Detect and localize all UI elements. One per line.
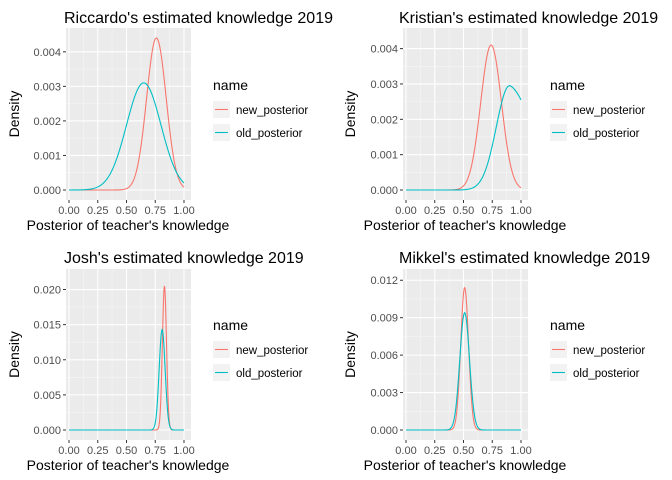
y-tick-label: 0.015 <box>33 320 61 332</box>
x-tick-label: 0.00 <box>58 205 79 217</box>
x-tick-label: 1.00 <box>510 205 531 217</box>
x-tick-label: 1.00 <box>510 445 531 457</box>
y-tick-label: 0.020 <box>33 285 61 297</box>
y-tick-label: 0.004 <box>33 47 61 59</box>
x-tick-label: 0.25 <box>424 445 445 457</box>
x-tick-label: 0.25 <box>87 205 108 217</box>
y-axis-title: Density <box>342 91 358 138</box>
legend-title: name <box>550 317 585 333</box>
y-axis-title: Density <box>6 331 22 378</box>
y-tick-label: 0.002 <box>33 116 61 128</box>
plot-background <box>66 269 191 440</box>
x-tick-label: 1.00 <box>173 445 194 457</box>
x-tick-label: 0.00 <box>395 205 416 217</box>
y-axis-title: Density <box>6 91 22 138</box>
x-tick-label: 0.50 <box>116 445 137 457</box>
y-tick-label: 0.006 <box>370 350 398 362</box>
panel-title: Josh's estimated knowledge 2019 <box>64 250 304 267</box>
panel-title: Riccardo's estimated knowledge 2019 <box>64 10 333 27</box>
x-tick-label: 0.50 <box>453 445 474 457</box>
legend-label: old_posterior <box>573 128 640 140</box>
panel-3: Josh's estimated knowledge 2019 0.00 0.25 0… <box>6 250 308 473</box>
y-tick-label: 0.001 <box>33 150 61 162</box>
x-tick-label: 0.25 <box>87 445 108 457</box>
legend-title: name <box>550 77 585 93</box>
y-tick-label: 0.000 <box>370 425 398 437</box>
y-tick-label: 0.002 <box>370 114 398 126</box>
plot-background <box>403 28 528 200</box>
legend-label: old_posterior <box>573 368 640 380</box>
x-tick-label: 0.50 <box>116 205 137 217</box>
y-axis-title: Density <box>342 331 358 378</box>
legend-title: name <box>213 317 248 333</box>
x-axis-title: Posterior of teacher's knowledge <box>27 217 230 233</box>
x-tick-label: 0.75 <box>482 205 503 217</box>
x-axis-title: Posterior of teacher's knowledge <box>27 457 230 473</box>
x-tick-label: 1.00 <box>173 205 194 217</box>
x-tick-label: 0.50 <box>453 205 474 217</box>
legend-label: new_posterior <box>573 105 645 117</box>
legend: name new_posterior old_posterior <box>550 77 645 141</box>
legend-label: old_posterior <box>236 368 303 380</box>
y-tick-label: 0.009 <box>370 313 398 325</box>
x-axis-title: Posterior of teacher's knowledge <box>364 217 567 233</box>
legend-label: new_posterior <box>236 105 308 117</box>
y-tick-label: 0.005 <box>33 390 61 402</box>
panel-4: Mikkel's estimated knowledge 2019 0.00 0.2… <box>342 250 650 473</box>
panel-title: Mikkel's estimated knowledge 2019 <box>399 250 650 267</box>
legend-label: new_posterior <box>236 345 308 357</box>
x-axis-title: Posterior of teacher's knowledge <box>364 457 567 473</box>
legend-label: new_posterior <box>573 345 645 357</box>
legend-label: old_posterior <box>236 128 303 140</box>
y-tick-label: 0.000 <box>33 425 61 437</box>
legend: name new_posterior old_posterior <box>550 317 645 381</box>
x-tick-label: 0.75 <box>482 445 503 457</box>
y-tick-label: 0.012 <box>370 275 398 287</box>
y-tick-label: 0.004 <box>370 44 398 56</box>
plot-background <box>66 28 191 200</box>
x-tick-label: 0.75 <box>145 445 166 457</box>
y-tick-label: 0.003 <box>33 81 61 93</box>
y-tick-label: 0.003 <box>370 388 398 400</box>
x-tick-label: 0.00 <box>395 445 416 457</box>
y-tick-label: 0.001 <box>370 150 398 162</box>
y-tick-label: 0.000 <box>33 185 61 197</box>
legend-title: name <box>213 77 248 93</box>
legend: name new_posterior old_posterior <box>213 77 308 141</box>
y-tick-label: 0.003 <box>370 79 398 91</box>
y-tick-label: 0.000 <box>370 185 398 197</box>
y-tick-label: 0.010 <box>33 355 61 367</box>
x-tick-label: 0.25 <box>424 205 445 217</box>
legend: name new_posterior old_posterior <box>213 317 308 381</box>
panel-title: Kristian's estimated knowledge 2019 <box>399 10 658 27</box>
x-tick-label: 0.75 <box>145 205 166 217</box>
x-tick-label: 0.00 <box>58 445 79 457</box>
